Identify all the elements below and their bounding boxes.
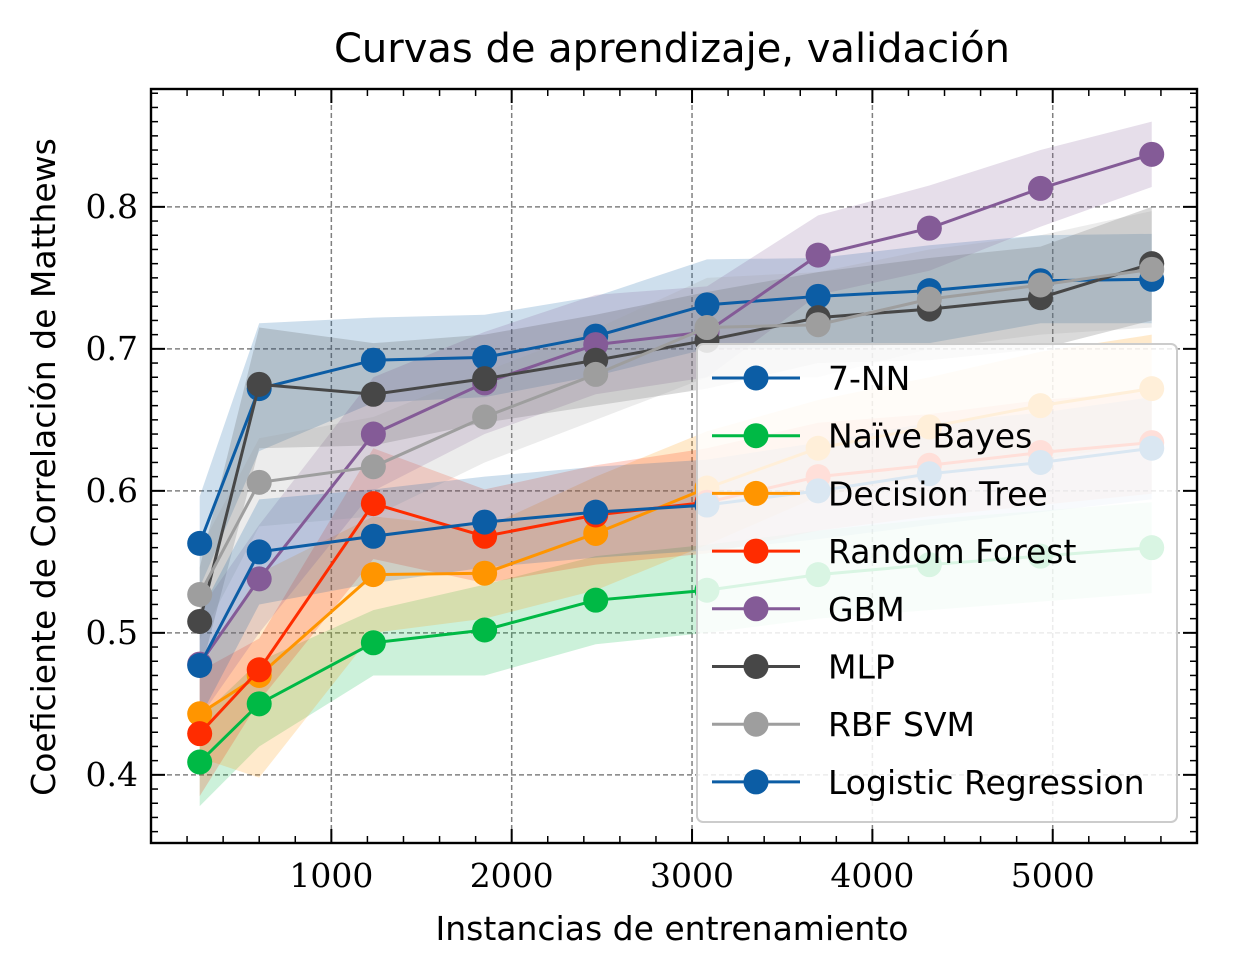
- legend-label: Logistic Regression: [828, 763, 1145, 802]
- x-axis-label: Instancias de entrenamiento: [436, 909, 909, 948]
- data-point: [187, 582, 213, 608]
- legend-label: GBM: [828, 590, 905, 629]
- data-point: [916, 286, 942, 312]
- x-tick-label: 4000: [830, 856, 914, 895]
- data-point: [246, 371, 272, 397]
- data-point: [1139, 256, 1165, 282]
- x-tick-label: 2000: [470, 856, 554, 895]
- y-axis-label: Coeficiente de Correlación de Matthews: [24, 138, 63, 796]
- data-point: [246, 657, 272, 683]
- data-point: [360, 347, 386, 373]
- data-point: [246, 566, 272, 592]
- legend-marker: [743, 596, 769, 622]
- data-point: [916, 215, 942, 241]
- data-point: [583, 499, 609, 525]
- data-point: [472, 404, 498, 430]
- chart-title: Curvas de aprendizaje, validación: [334, 26, 1010, 72]
- legend-marker: [743, 711, 769, 737]
- series-line: [198, 277, 1152, 544]
- data-point: [360, 421, 386, 447]
- data-point: [1027, 272, 1053, 298]
- data-point: [246, 469, 272, 495]
- confidence-band: [199, 233, 1152, 588]
- data-point: [360, 381, 386, 407]
- y-tick-label: 0.5: [86, 613, 138, 652]
- y-tick-label: 0.4: [86, 755, 138, 794]
- legend-marker: [743, 654, 769, 679]
- data-point: [1027, 175, 1053, 201]
- data-point: [360, 454, 386, 480]
- data-point: [472, 344, 498, 370]
- data-point: [583, 520, 609, 546]
- x-tick-label: 1000: [289, 856, 373, 895]
- data-point: [187, 530, 213, 556]
- x-tick-label: 3000: [650, 856, 734, 895]
- legend: 7-NN Naïve Bayes Decision Tree Random Fores…: [696, 343, 1178, 823]
- data-point: [805, 283, 831, 309]
- legend-label: Random Forest: [828, 532, 1076, 571]
- data-point: [583, 361, 609, 387]
- data-point: [187, 749, 213, 775]
- data-point: [187, 721, 213, 747]
- legend-marker: [743, 480, 769, 506]
- data-point: [805, 242, 831, 268]
- data-point: [694, 292, 720, 318]
- data-point: [187, 653, 213, 679]
- series-line: [198, 152, 1153, 665]
- confidence-band: [199, 121, 1152, 719]
- confidence-band: [199, 211, 1152, 640]
- legend-label: MLP: [828, 648, 895, 687]
- legend-label: 7-NN: [828, 359, 910, 398]
- legend-box: [696, 343, 1178, 823]
- data-point: [472, 509, 498, 535]
- data-point: [360, 491, 386, 517]
- confidence-band: [199, 206, 1152, 676]
- data-point: [472, 366, 498, 392]
- data-point: [472, 560, 498, 586]
- legend-label: Decision Tree: [828, 474, 1048, 513]
- data-point: [583, 587, 609, 613]
- data-point: [360, 523, 386, 549]
- legend-marker: [743, 423, 769, 449]
- data-point: [805, 312, 831, 338]
- x-tick-label: 5000: [1011, 856, 1095, 895]
- data-point: [187, 608, 213, 634]
- legend-marker: [743, 538, 769, 564]
- legend-label: Naïve Bayes: [828, 417, 1032, 456]
- data-point: [360, 630, 386, 656]
- data-point: [187, 701, 213, 727]
- y-tick-label: 0.8: [86, 187, 138, 226]
- y-tick-label: 0.6: [86, 471, 138, 510]
- data-point: [694, 315, 720, 341]
- y-tick-label: 0.7: [86, 329, 138, 368]
- legend-label: RBF SVM: [828, 705, 975, 744]
- legend-marker: [743, 769, 769, 795]
- data-point: [360, 562, 386, 588]
- series-line: [198, 267, 1152, 596]
- plot-frame: [149, 87, 1199, 845]
- legend-marker: [743, 365, 769, 391]
- data-point: [472, 617, 498, 643]
- data-point: [246, 691, 272, 717]
- data-point: [246, 539, 272, 565]
- data-point: [1139, 141, 1165, 167]
